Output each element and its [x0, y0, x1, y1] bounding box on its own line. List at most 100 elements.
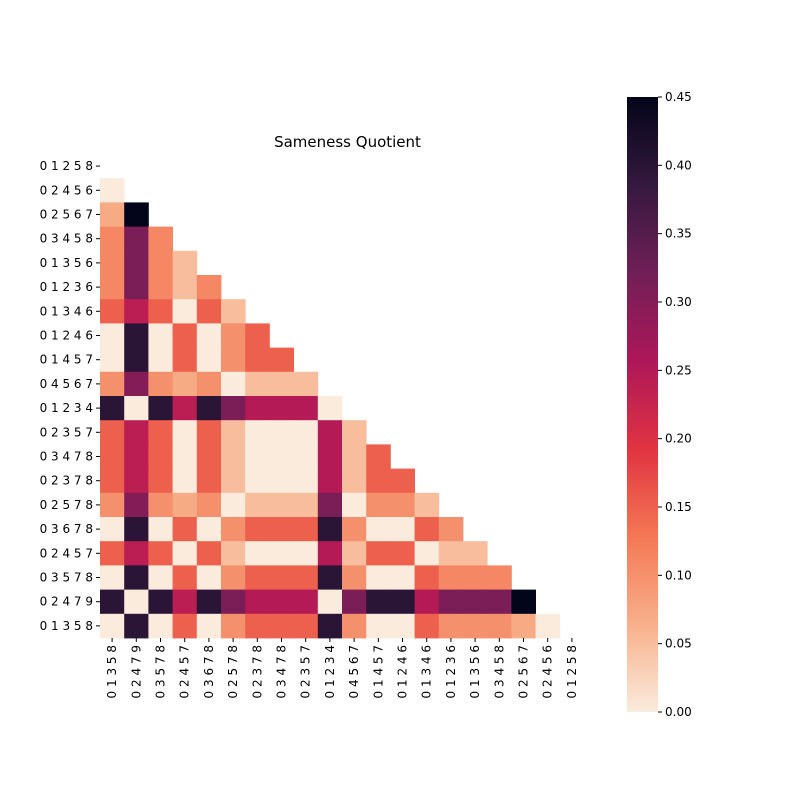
heatmap-cell — [100, 444, 125, 469]
heatmap-cell — [221, 541, 246, 566]
heatmap-cell — [221, 299, 246, 324]
heatmap-cell — [293, 371, 319, 397]
heatmap-cell — [124, 565, 149, 590]
heatmap-cell — [148, 275, 173, 300]
heatmap-cell — [172, 517, 198, 542]
heatmap-cell — [414, 565, 440, 590]
heatmap-cell — [293, 565, 319, 590]
heatmap-cell — [269, 613, 294, 639]
heatmap-cell — [172, 444, 198, 469]
colorbar-tick-label: 0.30 — [665, 295, 692, 309]
heatmap-cell — [414, 613, 440, 639]
y-tick-label: 0 1 3 5 6 — [40, 256, 93, 270]
heatmap-cell — [390, 565, 415, 590]
heatmap-cell — [366, 613, 391, 639]
heatmap-cell — [414, 541, 440, 566]
heatmap-cell — [269, 371, 294, 397]
heatmap-cell — [172, 420, 198, 445]
heatmap-cell — [148, 323, 173, 348]
heatmap-cell — [172, 541, 198, 566]
heatmap-cell — [317, 589, 343, 615]
y-tick-label: 0 1 2 3 4 — [40, 401, 93, 415]
heatmap-cell — [221, 347, 246, 373]
heatmap-cell — [100, 517, 125, 542]
y-tick-label: 0 1 4 5 7 — [40, 353, 93, 367]
heatmap-cell — [342, 492, 367, 518]
heatmap-cell — [196, 468, 222, 494]
heatmap-cell — [511, 589, 536, 615]
y-tick-label: 0 2 4 7 9 — [40, 595, 93, 609]
y-tick-label: 0 1 2 5 8 — [40, 159, 93, 173]
heatmap-cell — [148, 565, 173, 590]
heatmap-cell — [124, 202, 149, 227]
x-tick-label: 0 3 5 7 8 — [154, 645, 168, 698]
heatmap-cell — [245, 565, 270, 590]
heatmap-cell — [317, 613, 343, 639]
colorbar-tick-label: 0.35 — [665, 227, 692, 241]
heatmap-cell — [342, 420, 367, 445]
heatmap-cell — [269, 541, 294, 566]
heatmap-cell — [317, 492, 343, 518]
heatmap-cell — [221, 565, 246, 590]
heatmap-cell — [317, 517, 343, 542]
heatmap-cell — [438, 517, 464, 542]
heatmap-cell — [342, 541, 367, 566]
y-tick-label: 0 4 5 6 7 — [40, 377, 93, 391]
heatmap-cell — [196, 589, 222, 615]
heatmap-cell — [100, 202, 125, 227]
heatmap-cell — [172, 396, 198, 421]
heatmap-cell — [342, 565, 367, 590]
heatmap-cell — [293, 517, 319, 542]
heatmap-cell — [172, 323, 198, 348]
heatmap-cell — [390, 613, 415, 639]
heatmap-cell — [317, 396, 343, 421]
heatmap-cell — [196, 613, 222, 639]
heatmap-cell — [100, 178, 125, 203]
y-tick-label: 0 3 4 7 8 — [40, 450, 93, 464]
heatmap-cell — [390, 492, 415, 518]
heatmap-cell — [221, 323, 246, 348]
heatmap-cell — [293, 589, 319, 615]
heatmap-cell — [100, 347, 125, 373]
x-tick-label: 0 1 3 4 6 — [420, 645, 434, 698]
y-tick-label: 0 2 3 5 7 — [40, 425, 93, 439]
heatmap-cell — [172, 250, 198, 276]
heatmap-cell — [172, 589, 198, 615]
heatmap-cell — [100, 323, 125, 348]
heatmap-cell — [366, 444, 391, 469]
heatmap-cell — [148, 468, 173, 494]
heatmap-cell — [317, 444, 343, 469]
x-tick-label: 0 4 5 6 7 — [347, 645, 361, 698]
x-tick-label: 0 1 2 3 4 — [323, 645, 337, 698]
heatmap-cell — [293, 541, 319, 566]
heatmap-cell — [245, 444, 270, 469]
heatmap-cell — [317, 565, 343, 590]
heatmap-cell — [124, 613, 149, 639]
heatmap-cell — [124, 492, 149, 518]
colorbar-axis: 0.00 0.05 0.10 0.15 0.20 0.25 0.30 0.35 0.40 0.45 — [658, 90, 692, 719]
heatmap-cell — [172, 565, 198, 590]
heatmap-cell — [148, 347, 173, 373]
heatmap-cell — [148, 371, 173, 397]
heatmap-cell — [221, 589, 246, 615]
heatmap-cell — [148, 517, 173, 542]
heatmap-cell — [269, 468, 294, 494]
heatmap-cell — [269, 517, 294, 542]
heatmap-cell — [269, 420, 294, 445]
heatmap-cell — [487, 613, 512, 639]
heatmap-cell — [245, 323, 270, 348]
x-tick-label: 0 1 3 5 6 — [468, 645, 482, 698]
heatmap-cell — [100, 541, 125, 566]
heatmap-cell — [148, 420, 173, 445]
colorbar-tick-label: 0.25 — [665, 363, 692, 377]
y-tick-label: 0 2 3 7 8 — [40, 474, 93, 488]
heatmap-cell — [317, 420, 343, 445]
colorbar — [627, 97, 658, 712]
heatmap-cell — [414, 492, 440, 518]
y-tick-label: 0 3 4 5 8 — [40, 232, 93, 246]
heatmap-cell — [293, 420, 319, 445]
heatmap-cell — [293, 444, 319, 469]
colorbar-tick-label: 0.20 — [665, 432, 692, 446]
heatmap-cell — [221, 468, 246, 494]
heatmap-cell — [221, 444, 246, 469]
